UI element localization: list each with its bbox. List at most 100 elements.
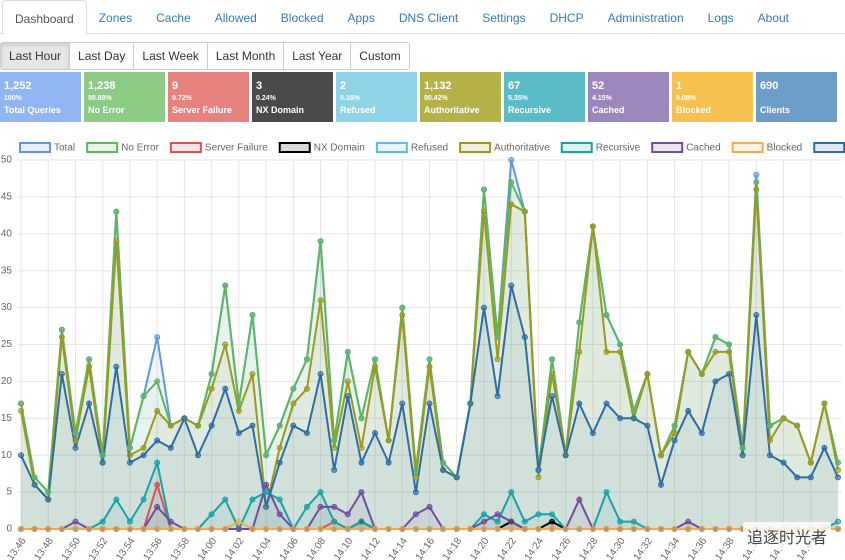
time-range-button[interactable]: Last Week [133, 42, 208, 70]
data-point [113, 238, 120, 245]
data-point [399, 304, 406, 311]
data-point [195, 422, 202, 429]
data-point [195, 526, 202, 532]
data-point [508, 201, 515, 208]
data-point [276, 422, 283, 429]
stat-value: 690 [760, 80, 779, 92]
stat-tile[interactable]: 1,132 90.42% Authoritative [420, 72, 501, 122]
data-point [126, 452, 133, 459]
data-point [58, 326, 65, 333]
data-point [154, 407, 161, 414]
x-tick-label: 14:28 [577, 536, 601, 560]
legend-label: Total [54, 143, 75, 154]
data-point [630, 415, 637, 422]
data-point [521, 518, 528, 525]
legend-label: Authoritative [494, 143, 550, 154]
data-point [344, 511, 351, 518]
stat-percent: 0.08% [676, 95, 696, 102]
data-point [535, 474, 542, 481]
data-point [31, 474, 38, 481]
data-point [453, 474, 460, 481]
data-point [167, 518, 174, 525]
x-tick-label: 13:58 [169, 536, 193, 560]
stat-tile[interactable]: 1,238 98.88% No Error [84, 72, 165, 122]
nav-tab[interactable]: Apps [347, 11, 375, 25]
legend-label: Cached [686, 143, 720, 154]
data-point [494, 526, 501, 532]
data-point [303, 526, 310, 532]
x-tick-label: 14:06 [278, 536, 302, 560]
stat-value: 1,132 [424, 80, 452, 92]
nav-tab[interactable]: Allowed [214, 11, 257, 25]
data-point [18, 526, 24, 532]
nav-tab[interactable]: Blocked [280, 11, 324, 25]
stat-tile[interactable]: 52 4.15% Cached [588, 72, 669, 122]
data-point [399, 526, 406, 532]
data-point [617, 341, 624, 348]
nav-tab[interactable]: Zones [98, 11, 133, 25]
data-point [317, 371, 324, 378]
nav-tab[interactable]: Logs [707, 11, 734, 25]
data-point [222, 496, 229, 503]
data-point [208, 422, 215, 429]
data-point [331, 518, 338, 525]
x-tick-label: 14:04 [250, 536, 274, 560]
data-point [290, 400, 297, 407]
x-tick-label: 14:34 [659, 536, 683, 560]
stat-tile[interactable]: 3 0.24% NX Domain [252, 72, 333, 122]
x-tick-label: 14:26 [550, 536, 574, 560]
time-range-button[interactable]: Last Hour [0, 42, 71, 70]
series-area [21, 182, 838, 529]
data-point [18, 407, 24, 414]
data-point [480, 526, 487, 532]
nav-tab[interactable]: DNS Client [398, 11, 459, 25]
stat-tile[interactable]: 1 0.08% Blocked [672, 72, 753, 122]
data-point [780, 459, 787, 466]
time-range-button[interactable]: Custom [350, 42, 410, 70]
legend-swatch [86, 142, 119, 153]
data-point [290, 526, 297, 532]
legend-label: Recursive [596, 143, 641, 154]
legend-swatch [278, 142, 311, 153]
data-point [576, 496, 583, 503]
data-point [753, 179, 760, 186]
data-point [712, 378, 719, 385]
data-point [358, 459, 365, 466]
data-point [222, 282, 229, 289]
nav-tab[interactable]: About [757, 11, 790, 25]
data-point [821, 400, 828, 407]
time-range-button[interactable]: Last Year [283, 42, 352, 70]
y-tick-label: 25 [1, 339, 13, 350]
nav-tab[interactable]: Settings [482, 11, 526, 25]
nav-tab[interactable]: Administration [607, 11, 684, 25]
data-point [344, 393, 351, 400]
stat-tile[interactable]: 67 5.35% Recursive [504, 72, 585, 122]
stat-tile[interactable]: 690 Clients [756, 72, 837, 122]
data-point [99, 518, 106, 525]
series-area [21, 462, 838, 529]
data-point [644, 371, 651, 378]
data-point [126, 459, 133, 466]
data-point [263, 489, 270, 496]
data-point [208, 385, 215, 392]
nav-tab[interactable]: Dashboard [2, 0, 87, 35]
x-tick-label: 14:24 [523, 536, 547, 560]
data-point [317, 238, 324, 245]
stat-tile[interactable]: 1,252 100% Total Queries [0, 72, 81, 122]
x-tick-label: 14:00 [196, 536, 220, 560]
data-point [99, 526, 106, 532]
stat-tile[interactable]: 9 0.72% Server Failure [168, 72, 249, 122]
data-point [671, 526, 678, 532]
data-point [835, 474, 841, 481]
legend-swatch [560, 142, 593, 153]
data-point [235, 400, 242, 407]
stat-tile[interactable]: 2 0.16% Refused [336, 72, 417, 122]
data-point [766, 437, 773, 444]
data-point [685, 407, 692, 414]
time-range-button[interactable]: Last Day [69, 42, 135, 70]
data-point [222, 385, 229, 392]
nav-tab[interactable]: DHCP [549, 11, 584, 25]
nav-tab[interactable]: Cache [156, 11, 191, 25]
time-range-button[interactable]: Last Month [206, 42, 285, 70]
data-point [480, 511, 487, 518]
